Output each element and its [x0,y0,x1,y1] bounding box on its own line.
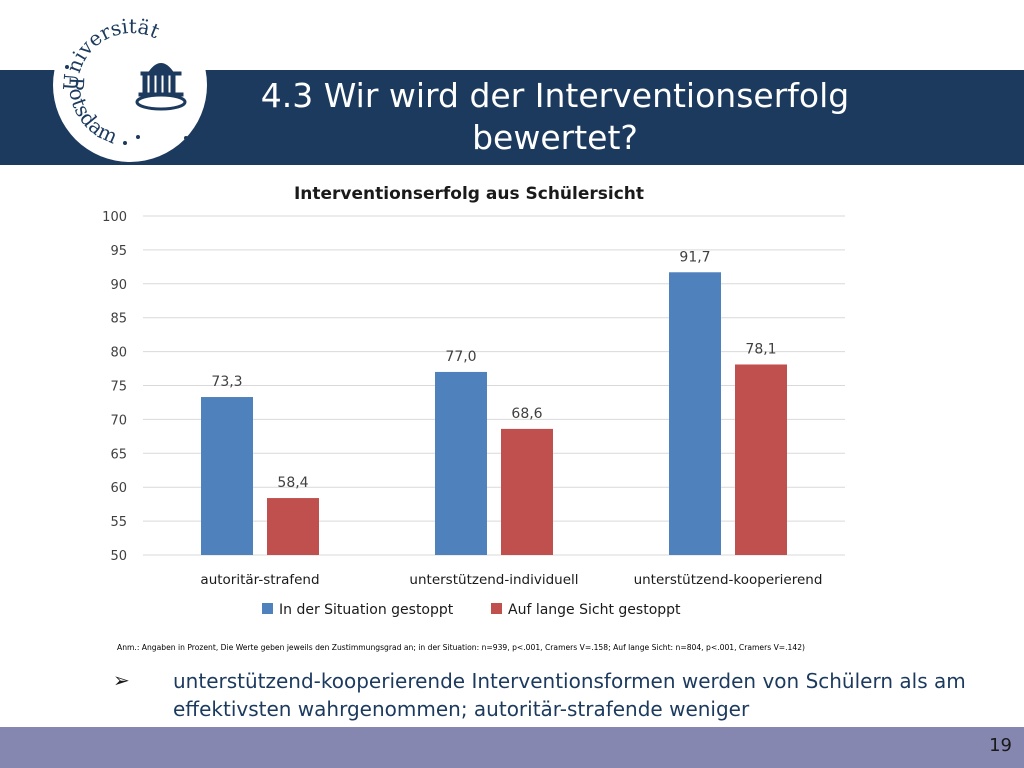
data-label: 73,3 [211,374,242,390]
legend-label: Auf lange Sicht gestoppt [508,602,681,618]
x-tick-label: unterstützend-individuell [409,572,578,588]
slide-title: 4.3 Wir wird der Interventionserfolg bew… [260,76,850,157]
y-tick-label: 55 [110,515,127,530]
y-tick-label: 50 [110,549,127,564]
data-label: 78,1 [745,341,776,357]
y-tick-label: 75 [110,380,127,395]
y-tick-label: 65 [110,447,127,462]
page-number: 19 [989,735,1012,756]
data-labels: 73,3 58,4 77,0 68,6 91,7 78,1 [211,249,776,491]
bar [201,397,253,555]
legend-swatch [262,603,273,614]
bars [201,272,787,555]
x-axis-ticks: autoritär-strafend unterstützend-individu… [200,572,822,588]
legend-label: In der Situation gestoppt [279,602,454,618]
bar [669,272,721,555]
bar-chart: Interventionserfolg aus Schülersicht 505… [102,184,845,618]
logo-dots [65,65,188,145]
x-tick-label: autoritär-strafend [200,572,319,588]
legend-swatch [491,603,502,614]
y-tick-label: 90 [110,278,127,293]
data-label: 77,0 [445,349,476,365]
footnote: Anm.: Angaben in Prozent, Die Werte gebe… [117,643,805,652]
x-tick-label: unterstützend-kooperierend [634,572,823,588]
y-tick-label: 100 [102,210,127,225]
university-logo: Universität Potsdam [53,8,207,162]
bar [501,428,553,555]
gridlines [143,215,845,556]
y-axis-ticks: 50 55 60 65 70 75 80 85 90 95 100 [102,210,127,564]
y-tick-label: 95 [110,244,127,259]
data-label: 91,7 [679,249,710,265]
y-tick-label: 85 [110,312,127,327]
bar [435,371,487,555]
footer-bar [0,727,1024,768]
data-label: 58,4 [277,475,308,491]
logo-circle [53,8,207,162]
y-tick-label: 80 [110,346,127,361]
y-tick-label: 70 [110,413,127,428]
bullet-arrow-icon: ➢ [113,668,130,692]
chart-title: Interventionserfolg aus Schülersicht [294,184,644,204]
data-label: 68,6 [511,406,542,422]
bar [735,364,787,555]
logo-building-icon [135,63,187,111]
legend: In der Situation gestoppt Auf lange Sicht… [262,602,681,618]
y-tick-label: 60 [110,481,127,496]
bullet-text: unterstützend-kooperierende Intervention… [173,669,966,721]
bar [267,498,319,555]
